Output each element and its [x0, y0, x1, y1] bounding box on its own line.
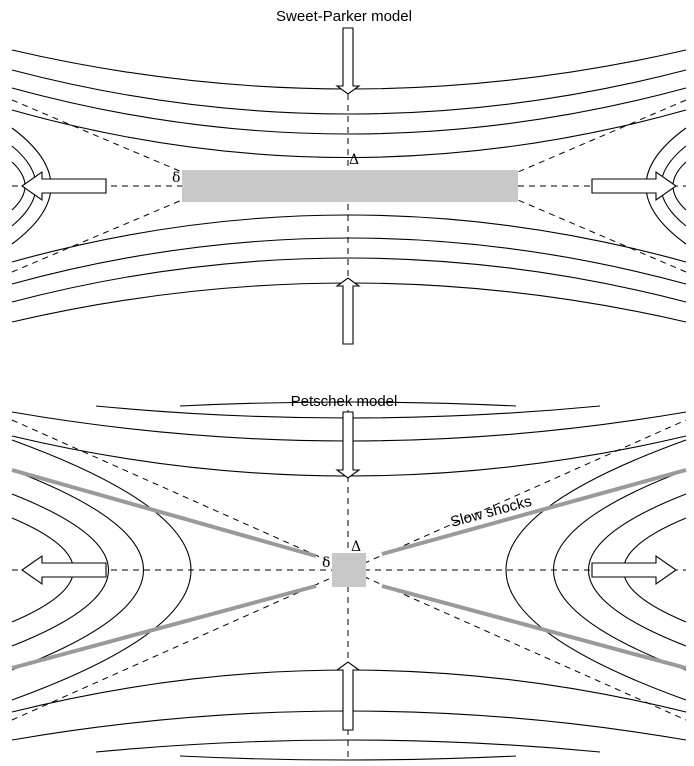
inflow-arrow-icon — [335, 27, 361, 95]
outflow-arrow-icon — [591, 170, 677, 202]
outflow-arrow-icon — [591, 554, 677, 586]
pk-diffusion-region — [332, 553, 366, 587]
inflow-arrow-icon — [335, 661, 361, 731]
sweet-parker-title: Sweet-Parker model — [276, 8, 412, 25]
outflow-arrow-icon — [21, 170, 107, 202]
sp-separatrices — [11, 99, 687, 273]
outflow-arrow-icon — [21, 554, 107, 586]
sweet-parker-panel: Sweet-Parker model — [11, 8, 687, 345]
pk-delta-small: δ — [322, 555, 330, 571]
slow-shocks — [11, 468, 687, 670]
petschek-panel: Petschek model — [11, 393, 687, 761]
inflow-arrow-icon — [335, 277, 361, 345]
sp-delta-large: Δ — [349, 152, 359, 168]
inflow-arrow-icon — [335, 411, 361, 479]
sp-delta-small: δ — [172, 170, 180, 186]
pk-delta-large: Δ — [351, 539, 361, 555]
sp-diffusion-region — [182, 170, 518, 202]
